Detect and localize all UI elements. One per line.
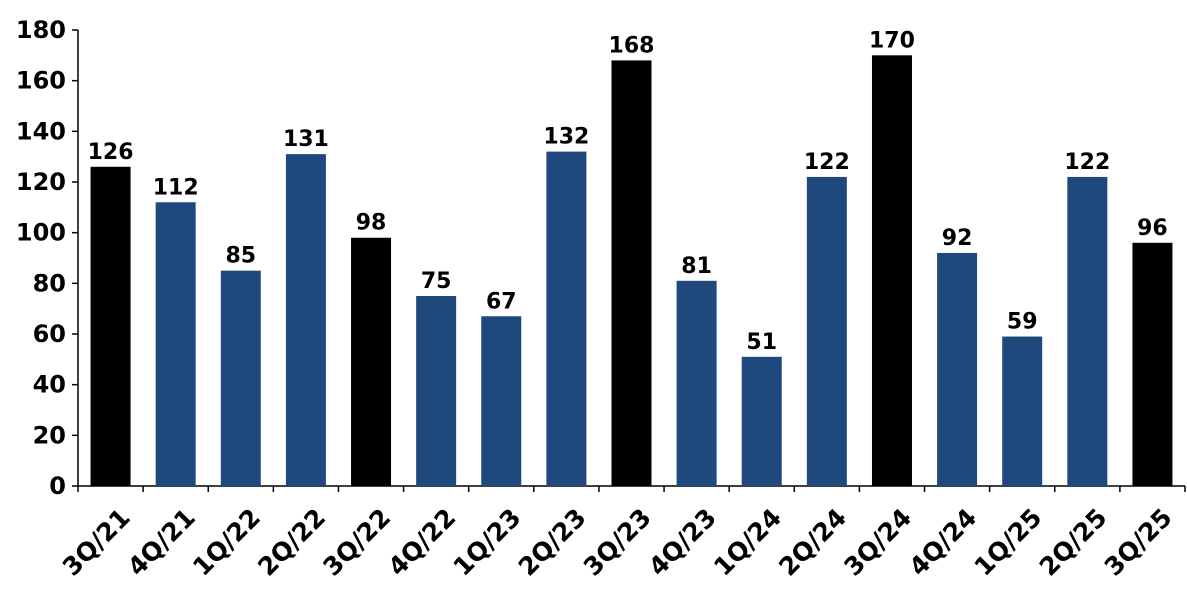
x-tick-label: 2Q/22 bbox=[252, 503, 331, 582]
data-label: 122 bbox=[1064, 150, 1110, 175]
bar-3Q-24 bbox=[871, 55, 912, 486]
data-label: 59 bbox=[1007, 310, 1038, 335]
y-tick-label: 80 bbox=[33, 269, 66, 297]
y-tick-label: 40 bbox=[33, 371, 66, 399]
bar-4Q-24 bbox=[937, 252, 978, 486]
data-label: 96 bbox=[1137, 216, 1168, 241]
bars bbox=[90, 55, 1173, 487]
y-tick-label: 0 bbox=[49, 472, 66, 500]
data-label: 51 bbox=[746, 330, 777, 355]
x-tick-label: 3Q/21 bbox=[57, 503, 136, 582]
x-tick-label: 2Q/24 bbox=[773, 503, 852, 582]
data-label: 67 bbox=[486, 289, 517, 314]
bar-3Q-22 bbox=[351, 237, 392, 486]
bar-3Q-23 bbox=[611, 60, 652, 487]
bar-4Q-22 bbox=[416, 296, 457, 486]
bar-1Q-24 bbox=[741, 356, 782, 486]
x-tick-label: 4Q/23 bbox=[643, 503, 722, 582]
data-label: 112 bbox=[153, 175, 199, 200]
bar-2Q-22 bbox=[285, 154, 326, 486]
x-tick-label: 3Q/22 bbox=[317, 503, 396, 582]
x-axis: 3Q/214Q/211Q/222Q/223Q/224Q/221Q/232Q/23… bbox=[57, 485, 1186, 582]
y-tick-label: 20 bbox=[33, 421, 66, 449]
data-label: 85 bbox=[225, 244, 256, 269]
x-tick-label: 1Q/25 bbox=[969, 503, 1048, 582]
bar-2Q-25 bbox=[1067, 176, 1108, 486]
x-tick-label: 3Q/24 bbox=[838, 503, 917, 582]
x-tick-label: 1Q/24 bbox=[708, 503, 787, 582]
data-label: 131 bbox=[283, 127, 329, 152]
data-label: 122 bbox=[804, 150, 850, 175]
x-tick-label: 2Q/23 bbox=[513, 503, 592, 582]
x-tick-label: 3Q/23 bbox=[578, 503, 657, 582]
y-tick-label: 160 bbox=[16, 67, 66, 95]
bar-4Q-21 bbox=[155, 202, 196, 486]
bar-4Q-23 bbox=[676, 280, 717, 486]
bar-3Q-21 bbox=[90, 166, 131, 487]
x-tick-label: 1Q/22 bbox=[187, 503, 266, 582]
y-tick-label: 60 bbox=[33, 320, 66, 348]
bar-1Q-25 bbox=[1002, 336, 1043, 486]
x-tick-label: 2Q/25 bbox=[1034, 503, 1113, 582]
data-label: 132 bbox=[543, 125, 589, 150]
x-tick-label: 1Q/23 bbox=[448, 503, 527, 582]
data-label: 92 bbox=[942, 226, 973, 251]
y-tick-label: 120 bbox=[16, 168, 66, 196]
data-label: 98 bbox=[356, 211, 387, 236]
data-label: 75 bbox=[421, 269, 452, 294]
x-tick-label: 4Q/21 bbox=[122, 503, 201, 582]
data-labels: 126 112 85 131 98 75 67 132 168 81 51 122 170 92 59 122… bbox=[88, 28, 1168, 354]
y-axis: 0 20 40 60 80 100 120 140 160 180 bbox=[16, 16, 79, 500]
data-label: 81 bbox=[681, 254, 712, 279]
y-tick-label: 140 bbox=[16, 117, 66, 145]
x-tick-label: 4Q/22 bbox=[383, 503, 462, 582]
data-label: 126 bbox=[88, 140, 134, 165]
bar-1Q-23 bbox=[481, 316, 522, 486]
x-tick-label: 4Q/24 bbox=[903, 503, 982, 582]
data-label: 170 bbox=[869, 28, 915, 53]
y-tick-label: 180 bbox=[16, 16, 66, 44]
x-tick-label: 3Q/25 bbox=[1099, 503, 1178, 582]
y-tick-label: 100 bbox=[16, 219, 66, 247]
bar-3Q-25 bbox=[1132, 242, 1173, 486]
bar-2Q-24 bbox=[806, 176, 847, 486]
bar-1Q-22 bbox=[220, 270, 261, 486]
bar-2Q-23 bbox=[546, 151, 587, 486]
data-label: 168 bbox=[609, 33, 655, 58]
